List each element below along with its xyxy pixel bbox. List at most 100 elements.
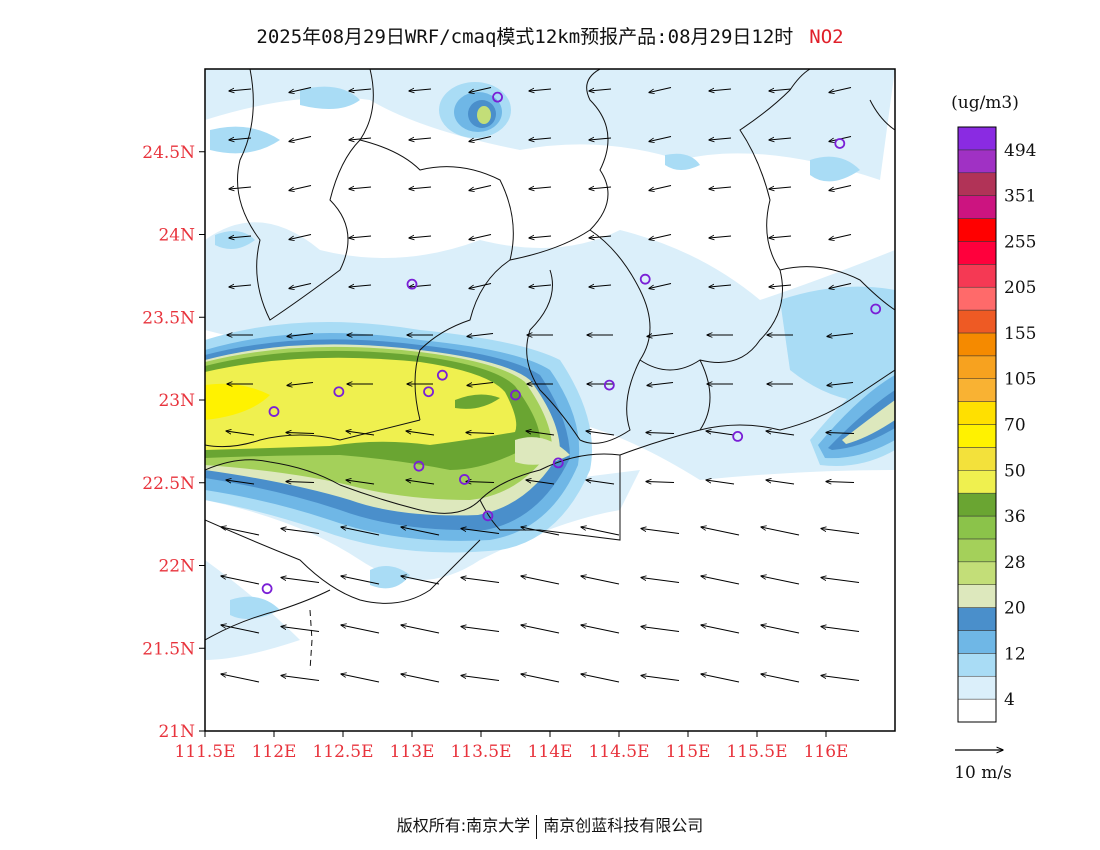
colorbar-label: 36 — [1004, 507, 1026, 527]
colorbar-swatch — [957, 538, 997, 563]
wind-arrow — [289, 283, 312, 289]
colorbar-label: 70 — [1004, 416, 1026, 436]
colorbar-frame — [957, 126, 997, 723]
colorbar-swatch — [957, 241, 997, 265]
wind-arrow — [526, 431, 555, 436]
station-marker — [406, 278, 418, 290]
lon-tick-label: 115E — [666, 742, 711, 762]
wind-arrow — [341, 625, 380, 634]
wind-arrow — [641, 578, 680, 583]
wind-arrow — [829, 234, 852, 240]
wind-arrow — [821, 578, 860, 583]
colorbar-swatch — [957, 149, 997, 174]
wind-arrow — [286, 482, 315, 483]
station-marker — [459, 474, 470, 485]
wind-arrow — [461, 578, 500, 583]
monitoring-stations — [261, 91, 882, 595]
wind-arrow — [229, 285, 252, 287]
wind-arrow — [766, 480, 795, 485]
wind-arrow — [521, 625, 560, 634]
wind-arrow — [289, 234, 312, 240]
wind-arrow — [409, 285, 432, 287]
station-marker — [552, 457, 564, 469]
colorbar-label: 155 — [1004, 324, 1036, 344]
colorbar-swatch — [957, 630, 997, 654]
station-marker — [482, 510, 494, 522]
wind-arrow — [469, 234, 492, 240]
colorbar-swatch — [957, 195, 997, 219]
wind-arrow — [821, 676, 860, 681]
wind-arrow — [349, 138, 372, 140]
wind-arrow — [341, 527, 380, 536]
wind-arrow — [769, 236, 792, 238]
wind-arrow — [709, 89, 732, 91]
lat-tick-label: 24N — [158, 226, 195, 246]
colorbar-swatch — [957, 515, 997, 540]
wind-arrow — [226, 431, 255, 436]
wind-arrow — [346, 480, 375, 485]
wind-arrow — [467, 382, 494, 386]
wind-arrow — [761, 625, 800, 634]
wind-arrow — [287, 382, 314, 386]
wind-arrow — [409, 89, 432, 91]
colorbar-swatch — [957, 447, 997, 471]
station-marker — [639, 273, 651, 285]
colorbar-swatch — [957, 653, 997, 677]
colorbar: 4 12 20 28 36 50 70 105 155 205 255 351 494 — [957, 126, 1036, 723]
wind-arrow — [649, 234, 672, 240]
wind-arrow — [229, 236, 252, 238]
wind-arrow — [647, 333, 674, 337]
page-title: 2025年08月29日WRF/cmaq模式12km预报产品:08月29日12时 N… — [0, 22, 1100, 49]
wind-arrow — [281, 627, 320, 632]
station-marker — [492, 91, 503, 103]
wind-arrow — [641, 627, 680, 632]
wind-arrow — [526, 480, 555, 485]
lat-tick-label: 23.5N — [142, 308, 195, 328]
colorbar-label: 105 — [1004, 370, 1036, 390]
wind-arrow — [701, 625, 740, 634]
wind-arrow — [709, 236, 732, 238]
lat-tick-label: 23N — [158, 391, 195, 411]
wind-arrow — [221, 674, 260, 683]
lat-tick-label: 24.5N — [142, 143, 195, 163]
station-marker — [732, 431, 744, 442]
wind-arrow — [581, 576, 620, 585]
station-marker — [423, 386, 434, 398]
wind-arrow — [581, 674, 620, 683]
colorbar-swatch — [957, 309, 997, 334]
title-species: NO2 — [809, 26, 844, 48]
colorbar-swatch — [957, 607, 997, 631]
wind-arrow — [706, 480, 735, 485]
wind-arrow — [521, 674, 560, 683]
wind-vectors — [221, 87, 860, 683]
latitude-axis: 24.5N 24N 23.5N 23N 22.5N 22N 21.5N 21N — [142, 143, 205, 742]
colorbar-label: 12 — [1004, 644, 1026, 664]
wind-arrow — [769, 89, 792, 91]
no2-concentration-field — [205, 69, 895, 660]
wind-arrow — [706, 431, 735, 436]
wind-arrow — [469, 136, 492, 142]
wind-arrow — [821, 529, 860, 534]
station-marker — [436, 369, 448, 381]
colorbar-label: 4 — [1004, 690, 1015, 710]
footer-company: 南京创蓝科技有限公司 — [543, 816, 704, 835]
wind-arrow — [229, 138, 252, 140]
wind-arrow — [826, 482, 855, 483]
footer-copyright: 版权所有:南京大学 — [396, 816, 531, 835]
wind-arrow — [221, 527, 260, 536]
footer: 版权所有:南京大学 南京创蓝科技有限公司 — [0, 812, 1100, 839]
station-marker — [870, 303, 882, 315]
colorbar-swatch — [957, 218, 997, 242]
colorbar-label: 494 — [1004, 141, 1036, 161]
colorbar-label: 20 — [1004, 599, 1026, 619]
wind-arrow — [221, 625, 260, 634]
footer-separator — [536, 814, 538, 839]
wind-arrow — [461, 529, 500, 534]
wind-arrow — [401, 674, 440, 683]
wind-arrow — [827, 333, 854, 337]
colorbar-swatch — [957, 698, 997, 723]
colorbar-label: 255 — [1004, 232, 1036, 252]
lon-tick-label: 115.5E — [726, 742, 787, 762]
wind-arrow — [646, 482, 675, 483]
wind-arrow — [341, 576, 380, 585]
